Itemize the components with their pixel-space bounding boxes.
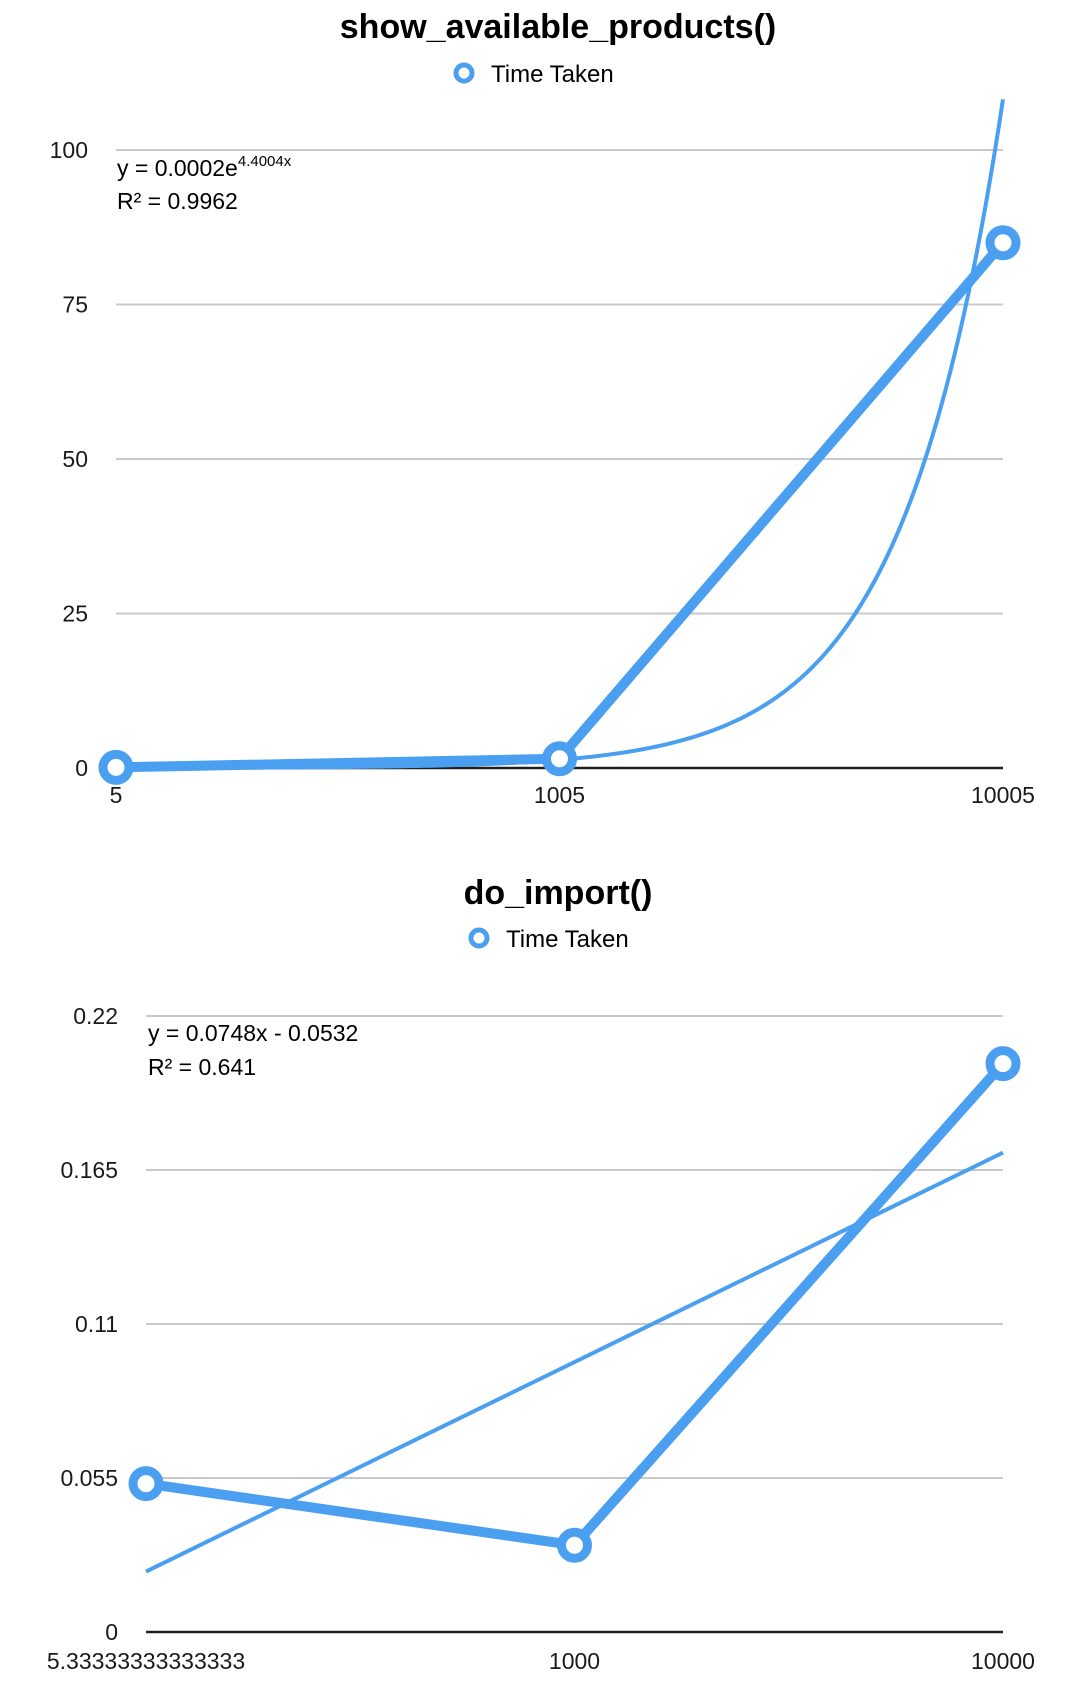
data-point — [128, 1466, 164, 1502]
trendline — [115, 99, 1005, 770]
y-tick-label: 0.055 — [60, 1465, 118, 1491]
data-point — [985, 1046, 1021, 1082]
series-line — [111, 237, 1008, 773]
chart-1: show_available_products() Time Taken 0 25 50… — [50, 8, 1035, 808]
trendline-equation: y = 0.0002e4.4004x — [117, 153, 292, 181]
y-tick-label: 50 — [62, 446, 88, 472]
legend-label: Time Taken — [491, 61, 614, 88]
y-tick-label: 0.165 — [60, 1157, 118, 1183]
chart-title: show_available_products() — [340, 8, 776, 46]
legend: Time Taken — [453, 61, 614, 88]
legend-label: Time Taken — [506, 926, 629, 953]
x-tick-label: 1005 — [534, 782, 585, 808]
x-tick-label: 10005 — [971, 782, 1035, 808]
x-tick-label: 1000 — [549, 1648, 600, 1674]
x-tick-label: 5 — [110, 782, 123, 808]
x-tick-label: 10000 — [971, 1648, 1035, 1674]
y-tick-label: 25 — [62, 601, 88, 627]
equation-exponent: 4.4004x — [238, 153, 292, 170]
y-tick-label: 0 — [105, 1619, 118, 1645]
legend-marker-icon — [453, 62, 475, 84]
y-tick-label: 100 — [50, 137, 88, 163]
y-tick-label: 75 — [62, 292, 88, 318]
x-tick-label: 5.33333333333333 — [47, 1648, 245, 1674]
legend-marker-icon — [468, 927, 490, 949]
trendline-r-squared: R² = 0.641 — [148, 1054, 256, 1080]
data-point — [557, 1527, 592, 1563]
chart-title: do_import() — [464, 874, 653, 912]
equation-base: y = 0.0002e — [117, 155, 238, 181]
chart-2: do_import() Time Taken 0 0.055 0.11 0.165 0.22… — [47, 874, 1035, 1674]
y-tick-label: 0.11 — [75, 1311, 118, 1337]
y-tick-label: 0.22 — [73, 1003, 118, 1029]
trendline-r-squared: R² = 0.9962 — [117, 188, 238, 214]
data-point — [98, 749, 134, 785]
data-point — [985, 225, 1021, 261]
data-point — [542, 741, 577, 777]
y-tick-label: 0 — [75, 755, 88, 781]
trendline-equation: y = 0.0748x - 0.0532 — [148, 1020, 358, 1046]
series-line — [141, 1058, 1008, 1551]
legend: Time Taken — [468, 926, 629, 953]
